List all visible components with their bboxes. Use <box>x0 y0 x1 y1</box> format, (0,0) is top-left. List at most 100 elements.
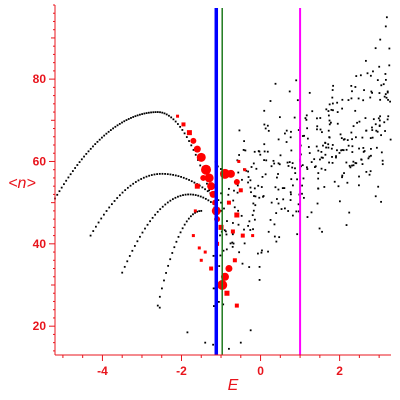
black-point <box>324 168 327 171</box>
black-point <box>379 38 382 41</box>
black-point <box>315 145 318 148</box>
black-point <box>383 121 386 124</box>
black-point <box>333 180 336 183</box>
black-point <box>193 181 196 184</box>
red-marker <box>226 200 231 205</box>
y-tick-label: 40 <box>33 237 47 251</box>
black-point <box>378 125 381 127</box>
black-point <box>159 111 161 114</box>
black-point <box>143 112 146 115</box>
black-point <box>257 252 259 255</box>
black-point <box>386 91 389 94</box>
black-point <box>169 173 172 176</box>
black-point <box>288 161 291 163</box>
red-marker <box>194 183 200 189</box>
black-point <box>140 178 143 180</box>
black-point <box>389 100 391 103</box>
black-point <box>172 118 175 121</box>
black-point <box>204 341 207 344</box>
black-point <box>219 168 222 170</box>
black-point <box>223 207 225 210</box>
black-point <box>338 200 341 203</box>
black-point <box>370 90 373 93</box>
black-point <box>92 145 94 148</box>
black-point <box>105 132 108 135</box>
black-point <box>335 156 337 159</box>
black-point <box>158 306 161 309</box>
black-point <box>331 96 334 99</box>
black-point <box>260 186 263 188</box>
black-point <box>368 173 371 176</box>
black-point <box>366 72 369 75</box>
black-point <box>350 97 353 100</box>
black-point <box>263 109 266 112</box>
black-point <box>257 184 260 187</box>
black-point <box>94 143 97 145</box>
black-point <box>118 194 121 197</box>
red-marker <box>230 229 235 234</box>
red-marker <box>226 169 235 178</box>
black-point <box>311 110 314 113</box>
black-point <box>282 198 285 201</box>
black-point <box>187 193 189 196</box>
black-point <box>318 227 321 230</box>
black-point <box>263 150 266 153</box>
black-point <box>273 162 276 165</box>
black-point <box>377 185 380 188</box>
black-point <box>339 133 342 136</box>
black-point <box>188 140 190 142</box>
black-point <box>174 120 177 123</box>
black-point <box>265 159 268 162</box>
black-point <box>358 120 361 123</box>
black-point <box>325 146 328 149</box>
black-point <box>85 153 88 155</box>
black-point <box>343 172 345 174</box>
black-point <box>248 220 251 223</box>
black-point <box>237 223 240 226</box>
black-point <box>257 150 260 152</box>
black-point <box>331 161 334 164</box>
black-point <box>386 118 389 121</box>
black-point <box>297 203 300 206</box>
black-point <box>341 176 343 179</box>
black-point <box>250 166 253 168</box>
black-point <box>219 254 222 257</box>
black-point <box>194 153 197 156</box>
black-point <box>384 78 387 81</box>
black-point <box>97 221 100 224</box>
black-point <box>121 271 124 274</box>
black-point <box>169 258 172 261</box>
black-point <box>161 287 163 290</box>
black-point <box>376 79 379 81</box>
black-point <box>212 287 215 290</box>
black-point <box>182 194 184 197</box>
black-point <box>363 150 366 152</box>
black-point <box>331 144 334 146</box>
black-point <box>175 240 178 243</box>
y-axis-title: <n> <box>8 175 36 192</box>
black-point <box>156 173 159 175</box>
black-point <box>359 74 362 77</box>
black-point <box>258 279 261 281</box>
black-point <box>317 177 320 180</box>
black-point <box>291 166 294 169</box>
black-point <box>164 203 167 206</box>
black-point <box>291 214 294 217</box>
black-point <box>179 231 182 234</box>
black-point <box>163 279 165 282</box>
black-point <box>284 132 286 135</box>
black-point <box>336 149 338 152</box>
black-point <box>56 193 59 196</box>
red-marker <box>237 159 241 163</box>
black-point <box>295 210 298 213</box>
black-point <box>278 163 281 166</box>
black-point <box>352 160 355 163</box>
black-point <box>350 84 353 87</box>
black-point <box>375 146 378 149</box>
black-point <box>378 119 381 122</box>
black-point <box>208 189 211 192</box>
black-point <box>369 74 372 77</box>
black-point <box>118 122 121 125</box>
black-point <box>283 207 286 210</box>
black-point <box>306 127 309 130</box>
